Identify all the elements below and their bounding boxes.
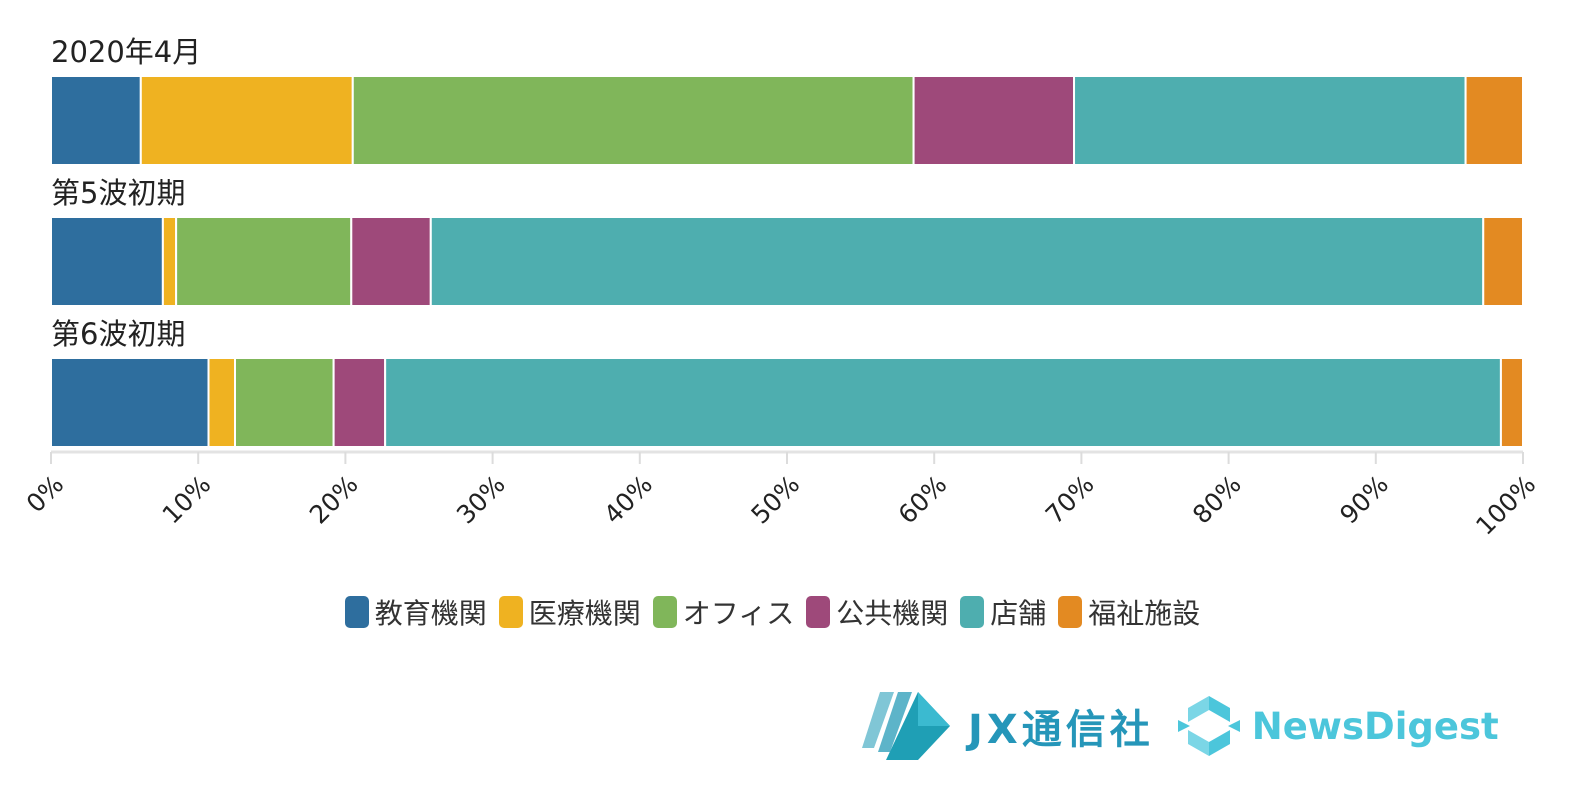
category-label: 第6波初期 [51,317,185,351]
legend-label: 教育機関 [374,597,487,630]
jx-logo-icon [862,692,950,760]
legend-label: オフィス [682,597,795,630]
bar-segment [161,216,178,307]
bar-segment [1499,357,1525,448]
legend-label: 福祉施設 [1088,597,1201,630]
x-tick-label: 60% [893,470,953,530]
chart-legend: 教育機関 医療機関 オフィス 公共機関 店舗 福祉施設 [0,592,1545,632]
bar-segment [1073,75,1467,166]
legend-swatch [806,596,831,628]
newsdigest-logo-text: NewsDigest [1251,704,1499,748]
legend-swatch [498,596,523,628]
x-axis: 0% 10% 20% 30% 40% 50% 60% 70% 80% 90% 100% [21,450,1541,541]
newsdigest-logo-icon [1177,696,1240,756]
bar-segment [351,75,915,166]
legend-item: 店舗 [960,592,1046,632]
bar-segment [384,357,1502,448]
category-label: 2020年4月 [51,35,201,69]
x-tick-label: 40% [598,470,658,530]
category-label: 第5波初期 [51,176,185,210]
x-tick-label: 50% [745,470,805,530]
x-tick-label: 30% [451,470,511,530]
bars-layer [50,75,1525,448]
legend-swatch [344,596,369,628]
bar-segment [50,75,142,166]
legend-swatch [652,596,677,628]
x-tick-label: 80% [1187,470,1247,530]
x-tick-label: 20% [304,470,364,530]
bar-segment [50,216,164,307]
x-tick-label: 90% [1334,470,1394,530]
legend-item: 医療機関 [498,592,641,632]
bar-segment [139,75,354,166]
legend-item: 公共機関 [806,592,948,632]
bar-segment [50,357,210,448]
bar-segment [234,357,335,448]
legend-item: 福祉施設 [1058,592,1200,632]
bar-segment [1464,75,1525,166]
bar-segment [1482,216,1524,307]
bar-segment [175,216,353,307]
x-tick-label: 10% [157,470,217,530]
legend-item: オフィス [652,592,795,632]
jx-logo-text: JX通信社 [968,707,1154,753]
legend-swatch [960,596,985,628]
x-tick-label: 100% [1470,470,1541,541]
bar-segment [207,357,236,448]
legend-swatch [1058,596,1083,628]
legend-label: 公共機関 [836,597,949,630]
bar-segment [912,75,1076,166]
legend-label: 医療機関 [528,597,641,630]
bar-segment [332,357,387,448]
x-tick-label: 0% [21,470,70,519]
bar-segment [429,216,1485,307]
footer-logos: JX通信社 NewsDigest [862,686,1499,766]
legend-label: 店舗 [990,597,1047,630]
legend-item: 教育機関 [344,592,487,632]
x-tick-label: 70% [1040,470,1100,530]
bar-segment [350,216,432,307]
